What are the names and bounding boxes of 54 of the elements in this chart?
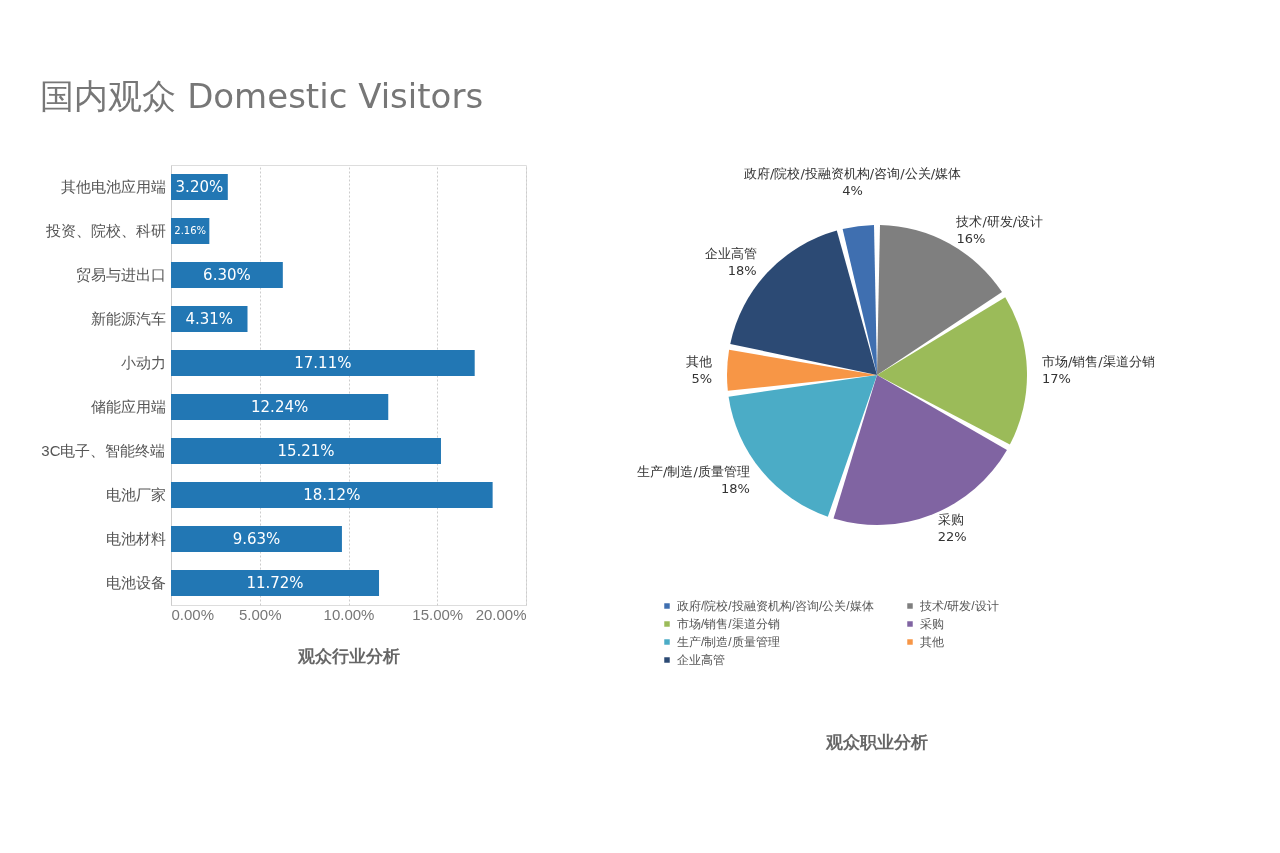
data-label: 3.20% bbox=[175, 178, 224, 196]
legend-label: 生产/制造/质量管理 bbox=[677, 635, 780, 649]
data-label: 9.63% bbox=[232, 530, 281, 548]
y-tick-label: 投资、院校、科研 bbox=[44, 222, 166, 239]
pie-slice bbox=[730, 230, 877, 375]
legend-label: 其他 bbox=[920, 635, 944, 649]
y-tick-label: 电池厂家 bbox=[105, 486, 166, 503]
x-tick-label: 10.00% bbox=[323, 605, 375, 623]
pie-slice bbox=[842, 225, 877, 375]
slice-label: 技术/研发/设计 bbox=[955, 214, 1044, 230]
slice-label: 生产/制造/质量管理 bbox=[637, 464, 750, 480]
data-label: 18% bbox=[720, 481, 750, 497]
y-tick-label: 贸易与进出口 bbox=[75, 266, 166, 283]
data-label: 2.16% bbox=[174, 225, 207, 236]
legend-label: 企业高管 bbox=[677, 653, 725, 667]
slice-label: 企业高管 bbox=[704, 246, 757, 262]
x-tick-label: 5.00% bbox=[238, 605, 282, 623]
data-label: 16% bbox=[956, 231, 986, 247]
pie-slice bbox=[727, 349, 877, 391]
data-label: 18.12% bbox=[303, 486, 361, 504]
x-tick-label: 15.00% bbox=[412, 605, 464, 623]
data-label: 12.24% bbox=[251, 398, 309, 416]
x-tick-label: 20.00% bbox=[475, 605, 527, 623]
y-tick-label: 其他电池应用端 bbox=[60, 178, 166, 195]
data-label: 5% bbox=[691, 370, 713, 386]
legend-label: 政府/院校/投融资机构/咨询/公关/媒体 bbox=[677, 599, 874, 613]
data-label: 4.31% bbox=[185, 310, 234, 328]
data-label: 17.11% bbox=[294, 354, 352, 372]
data-label: 22% bbox=[937, 529, 967, 545]
text: 观众职业分析 bbox=[825, 732, 928, 752]
data-label: 15.21% bbox=[277, 442, 335, 460]
legend-label: 技术/研发/设计 bbox=[919, 599, 999, 613]
y-tick-label: 3C电子、智能终端 bbox=[41, 442, 166, 459]
data-label: 18% bbox=[727, 263, 757, 279]
x-axis-title: 观众行业分析 bbox=[297, 646, 400, 666]
slice-label: 其他 bbox=[686, 353, 713, 369]
slice-label: 政府/院校/投融资机构/咨询/公关/媒体 bbox=[744, 165, 962, 181]
data-label: 6.30% bbox=[203, 266, 251, 284]
slice-label: 市场/销售/渠道分销 bbox=[1041, 353, 1155, 369]
data-label: 11.72% bbox=[246, 574, 304, 592]
chart-title: 国内观众 Domestic Visitors bbox=[40, 75, 484, 116]
legend-label: 采购 bbox=[920, 617, 944, 631]
y-tick-label: 小动力 bbox=[120, 354, 166, 371]
data-label: 17% bbox=[1041, 370, 1071, 386]
legend-label: 市场/销售/渠道分销 bbox=[677, 617, 780, 631]
data-label: 4% bbox=[842, 182, 863, 198]
y-tick-label: 新能源汽车 bbox=[90, 310, 166, 327]
y-tick-label: 电池设备 bbox=[105, 574, 166, 591]
x-tick-label: 0.00% bbox=[171, 605, 215, 623]
y-tick-label: 电池材料 bbox=[105, 530, 166, 547]
pie-slice bbox=[877, 297, 1027, 445]
slice-label: 采购 bbox=[937, 512, 964, 528]
y-tick-label: 储能应用端 bbox=[90, 398, 166, 415]
pie-slice bbox=[833, 375, 1007, 525]
